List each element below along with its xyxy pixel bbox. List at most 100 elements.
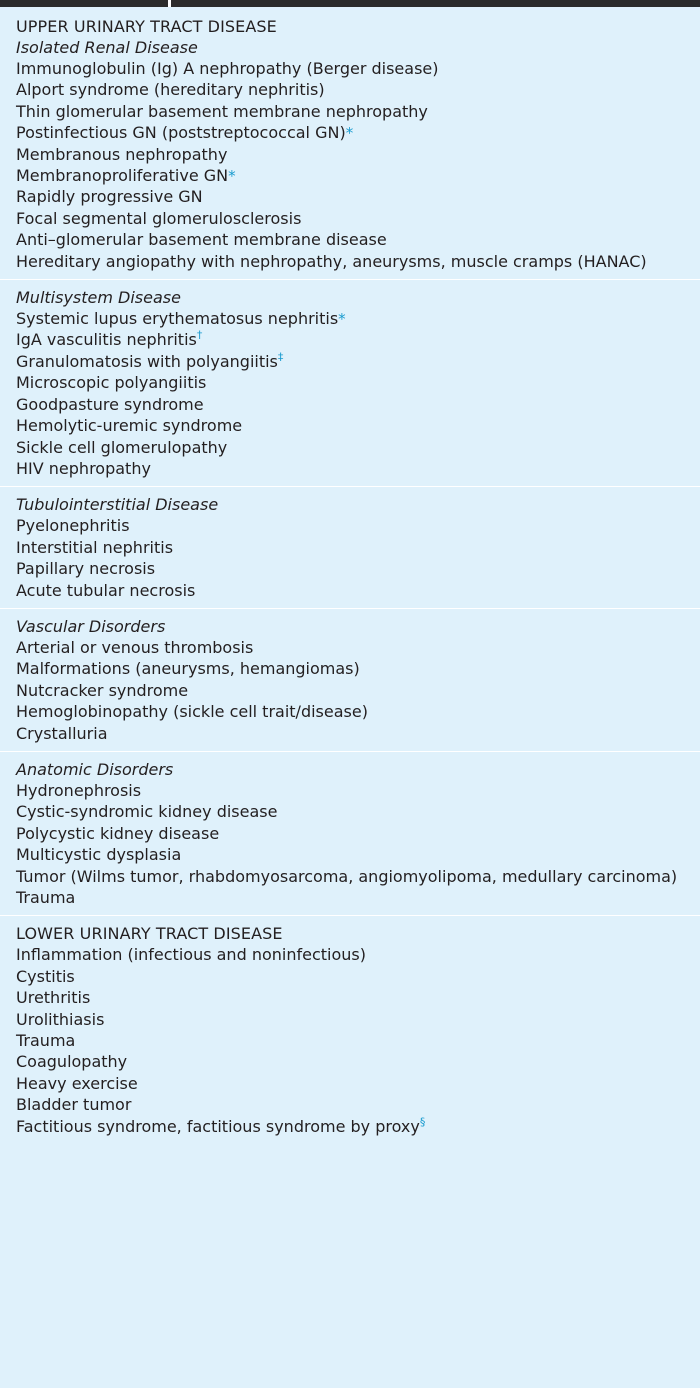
footnote-mark: * (228, 167, 236, 186)
list-item-text: Polycystic kidney disease (16, 823, 220, 843)
list-item: Pyelonephritis (16, 515, 684, 536)
list-item: Granulomatosis with polyangiitis‡ (16, 351, 684, 372)
list-item: Crystalluria (16, 723, 684, 744)
list-item-text: Inflammation (infectious and noninfectio… (16, 945, 366, 965)
group-subheading: Isolated Renal Disease (16, 38, 198, 57)
section-lower-urinary-tract: LOWER URINARY TRACT DISEASE Inflammation … (0, 916, 700, 1144)
list-item: IgA vasculitis nephritis† (16, 329, 684, 350)
list-item: Focal segmental glomerulosclerosis (16, 208, 684, 229)
list-item-text: Interstitial nephritis (16, 537, 174, 557)
group-subheading: Anatomic Disorders (16, 759, 174, 779)
group-subheading: Tubulointerstitial Disease (16, 495, 219, 515)
list-item-text: Malformations (aneurysms, hemangiomas) (16, 659, 360, 679)
section-heading: UPPER URINARY TRACT DISEASE (16, 17, 277, 36)
list-item: Coagulopathy (16, 1051, 684, 1072)
list-item: Interstitial nephritis (16, 537, 684, 558)
list-item-text: HIV nephropathy (16, 458, 151, 478)
group-subheading: Multisystem Disease (16, 288, 181, 308)
list-item-text: Granulomatosis with polyangiitis (16, 351, 278, 371)
list-item-text: Heavy exercise (16, 1073, 138, 1093)
list-item-text: Trauma (16, 888, 76, 907)
list-item: Acute tubular necrosis (16, 580, 684, 601)
section-isolated-renal-disease: UPPER URINARY TRACT DISEASE Isolated Rena… (0, 7, 700, 281)
list-item: Tumor (Wilms tumor, rhabdomyosarcoma, an… (16, 866, 684, 887)
list-item: Nutcracker syndrome (16, 680, 684, 701)
list-item-text: Coagulopathy (16, 1052, 128, 1072)
list-item: Malformations (aneurysms, hemangiomas) (16, 658, 684, 679)
section-tubulointerstitial-disease: Tubulointerstitial Disease Pyelonephritis… (0, 487, 700, 609)
list-item-text: Pyelonephritis (16, 516, 130, 536)
list-item: Bladder tumor (16, 1094, 684, 1115)
column-divider (168, 0, 171, 7)
list-item-text: Hemolytic-uremic syndrome (16, 416, 243, 436)
list-item-text: Hereditary angiopathy with nephropathy, … (16, 251, 647, 271)
list-item-text: Urolithiasis (16, 1009, 105, 1029)
footnote-mark: † (196, 329, 203, 343)
list-item: Hemoglobinopathy (sickle cell trait/dise… (16, 701, 684, 722)
list-item: Papillary necrosis (16, 558, 684, 579)
list-item: Urolithiasis (16, 1009, 684, 1030)
list-item: Microscopic polyangiitis (16, 372, 684, 393)
list-item: Membranous nephropathy (16, 144, 684, 165)
list-item: Thin glomerular basement membrane nephro… (16, 101, 684, 122)
list-item-text: Systemic lupus erythematosus nephritis (16, 309, 339, 329)
list-item-text: Cystic-syndromic kidney disease (16, 802, 278, 822)
list-item: Sickle cell glomerulopathy (16, 437, 684, 458)
list-item: Heavy exercise (16, 1073, 684, 1094)
list-item-text: Crystalluria (16, 723, 108, 743)
footnote-mark: ‡ (277, 350, 284, 364)
list-item-text: Rapidly progressive GN (16, 187, 203, 207)
section-multisystem-disease: Multisystem Disease Systemic lupus erythe… (0, 280, 700, 488)
list-item: Hereditary angiopathy with nephropathy, … (16, 251, 684, 272)
list-item-text: Alport syndrome (hereditary nephritis) (16, 80, 325, 100)
section-anatomic-disorders: Anatomic Disorders Hydronephrosis Cystic-s… (0, 752, 700, 917)
list-item-text: Hydronephrosis (16, 780, 142, 800)
list-item-text: Membranous nephropathy (16, 144, 228, 164)
list-item-text: Arterial or venous thrombosis (16, 637, 254, 657)
list-item-text: Thin glomerular basement membrane nephro… (16, 101, 428, 121)
list-item-text: Factitious syndrome, factitious syndrome… (16, 1116, 420, 1136)
list-item-text: Tumor (Wilms tumor, rhabdomyosarcoma, an… (16, 866, 678, 886)
list-item: Systemic lupus erythematosus nephritis* (16, 308, 684, 329)
footnote-mark: * (345, 124, 354, 143)
list-item-text: Papillary necrosis (16, 559, 156, 579)
list-item-text: Urethritis (16, 988, 91, 1008)
list-item-text: Focal segmental glomerulosclerosis (16, 208, 302, 228)
list-item-text: Bladder tumor (16, 1095, 132, 1115)
list-item-text: Membranoproliferative GN (16, 166, 229, 186)
list-item: Polycystic kidney disease (16, 823, 684, 844)
list-item-text: Hemoglobinopathy (sickle cell trait/dise… (16, 702, 368, 722)
list-item: Membranoproliferative GN* (16, 165, 684, 186)
list-item-text: Anti–glomerular basement membrane diseas… (16, 230, 387, 250)
group-subheading: Vascular Disorders (16, 616, 166, 636)
list-item: HIV nephropathy (16, 458, 684, 479)
list-item-text: Multicystic dysplasia (16, 845, 182, 865)
list-item-text: Microscopic polyangiitis (16, 373, 207, 393)
table-top-rule (0, 0, 700, 7)
list-item: Multicystic dysplasia (16, 844, 684, 865)
list-item-text: Nutcracker syndrome (16, 680, 189, 700)
list-item-text: Goodpasture syndrome (16, 394, 204, 414)
list-item: Trauma (16, 887, 684, 908)
list-item: Hemolytic-uremic syndrome (16, 415, 684, 436)
list-item: Hydronephrosis (16, 780, 684, 801)
section-vascular-disorders: Vascular Disorders Arterial or venous thr… (0, 609, 700, 752)
list-item-text: IgA vasculitis nephritis (16, 330, 197, 350)
list-item: Immunoglobulin (Ig) A nephropathy (Berge… (16, 58, 684, 79)
disease-table: UPPER URINARY TRACT DISEASE Isolated Rena… (0, 7, 700, 1144)
list-item-text: Immunoglobulin (Ig) A nephropathy (Berge… (16, 59, 439, 78)
list-item-text: Postinfectious GN (poststreptococcal GN) (16, 123, 346, 143)
list-item: Arterial or venous thrombosis (16, 637, 684, 658)
footnote-mark: * (338, 310, 346, 329)
list-item-text: Acute tubular necrosis (16, 580, 196, 600)
list-item: Cystic-syndromic kidney disease (16, 801, 684, 822)
list-item-text: Sickle cell glomerulopathy (16, 437, 228, 457)
list-item: Anti–glomerular basement membrane diseas… (16, 229, 684, 250)
list-item: Alport syndrome (hereditary nephritis) (16, 79, 684, 100)
list-item: Rapidly progressive GN (16, 186, 684, 207)
list-item: Trauma (16, 1030, 684, 1051)
list-item: Factitious syndrome, factitious syndrome… (16, 1116, 684, 1137)
footnote-mark: § (419, 1115, 426, 1129)
list-item: Inflammation (infectious and noninfectio… (16, 944, 684, 965)
list-item-text: Trauma (16, 1031, 76, 1051)
